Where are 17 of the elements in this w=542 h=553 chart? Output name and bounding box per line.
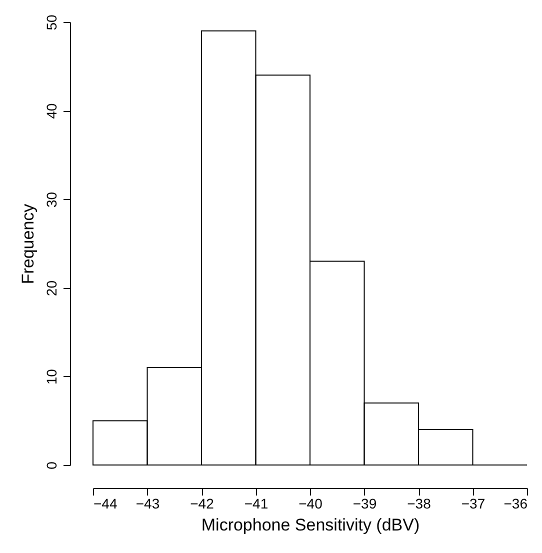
x-tick-label: −44 <box>94 496 118 512</box>
x-tick-label: −36 <box>504 496 528 512</box>
x-tick-label: −37 <box>461 496 486 512</box>
x-tick-label: −39 <box>352 496 377 512</box>
y-tick-label: 50 <box>44 14 60 30</box>
x-tick-label: −41 <box>244 496 268 512</box>
x-axis-title: Microphone Sensitivity (dBV) <box>201 516 420 534</box>
x-tick-label: −43 <box>136 496 160 512</box>
y-tick-label: 20 <box>44 280 60 296</box>
x-tick-label: −40 <box>298 496 323 512</box>
y-tick-label: 30 <box>44 192 60 208</box>
y-axis-title: Frequency <box>18 203 38 284</box>
y-tick-label: 40 <box>44 103 60 119</box>
x-tick-label: −42 <box>190 496 214 512</box>
y-tick-label: 0 <box>44 461 60 470</box>
x-tick-label: −38 <box>407 496 432 512</box>
y-tick-label: 10 <box>44 368 60 385</box>
